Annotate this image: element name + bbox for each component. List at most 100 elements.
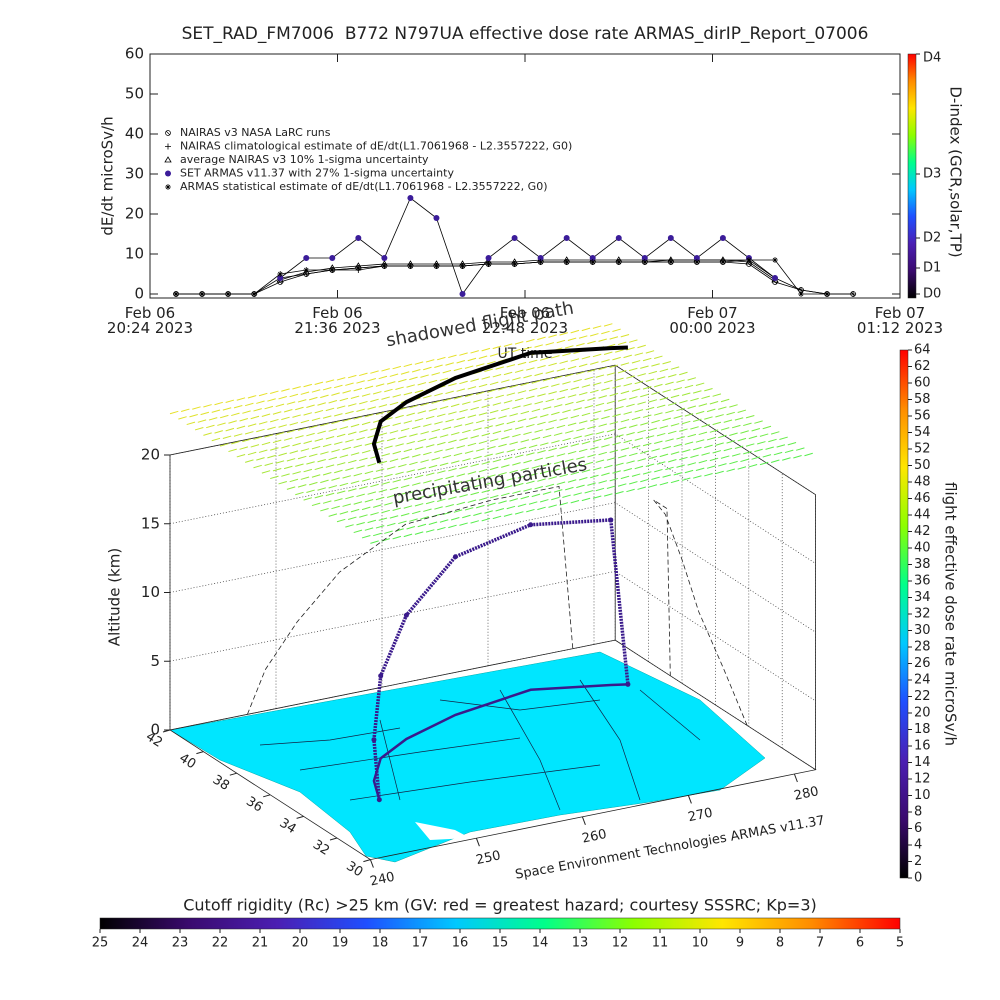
particle-dash [189,413,198,418]
particle-dash [475,448,485,452]
particle-dash [539,499,549,503]
particle-dash [601,387,610,391]
particle-dash [654,440,663,445]
colorbar-tick-label: 13 [572,936,589,951]
particle-dash [526,395,535,400]
particle-dash [361,421,371,426]
colorbar-tick-label: 22 [914,689,931,704]
particle-dash [514,454,524,458]
particle-dash [289,478,299,483]
particle-dash [556,339,566,344]
particle-dash [693,418,702,422]
particle-dash [475,363,485,367]
particle-dash [654,468,663,473]
particle-dash [679,456,688,461]
particle-dash [581,469,591,473]
point [165,184,171,190]
particle-dash [612,413,621,418]
particle-dash [320,451,329,455]
particle-dash [437,498,446,503]
particle-dash [272,439,282,444]
particle-dash [590,389,599,394]
particle-dash [437,441,446,446]
particle-dash [737,437,747,442]
particle-dash [648,484,658,488]
particle-dash [762,454,772,458]
particle-dash [718,463,727,467]
z-tick-label: 20 [141,446,160,464]
particle-dash [256,400,265,404]
particle-dash [645,435,655,439]
particle-dash [375,440,385,444]
particle-dash [679,400,688,404]
particle-dash [347,403,357,407]
particle-dash [592,353,602,358]
particle-dash [436,413,446,417]
particle-dash [615,377,624,382]
particle-dash [456,416,466,421]
point [537,259,544,265]
colorbar-tick-label: 10 [914,788,931,803]
particle-dash [448,439,457,444]
particle-dash [261,470,271,474]
particle-dash [576,456,585,460]
point [329,267,336,273]
particle-dash [470,520,480,524]
particle-dash [520,382,530,386]
particle-dash [311,502,321,507]
particle-dash [567,337,577,341]
particle-dash [331,420,340,425]
particle-dash [690,397,699,402]
particle-dash [462,401,471,405]
particle-dash [567,479,577,483]
particle-dash [603,436,613,440]
particle-dash [453,396,463,400]
particle-dash [256,428,265,433]
particle-dash [603,379,613,384]
particle-dash [509,469,518,474]
particle-dash [492,459,502,463]
particle-dash [628,339,638,343]
particle-dash [670,423,680,427]
particle-dash [411,510,421,515]
particle-dash [197,419,207,423]
point [173,291,180,297]
particle-dash [651,476,660,481]
particle-dash [328,428,338,432]
particle-dash [411,482,421,486]
y-axis-label: dE/dt microSv/h [99,116,117,235]
particle-dash [464,507,474,511]
point [537,255,544,261]
colorbar-tick-label: 10 [692,936,709,951]
particle-dash [581,327,591,332]
particle-dash [570,358,580,362]
particle-dash [606,428,616,433]
x-tick-label: 250 [475,848,502,868]
particle-dash [642,386,652,390]
particle-dash [612,356,621,361]
particle-dash [381,481,390,485]
colorbar-tick-label: 24 [132,936,149,951]
point [772,257,778,263]
particle-dash [615,349,624,353]
particle-dash [526,423,535,428]
particle-dash [437,470,446,474]
particle-dash [492,515,502,520]
particle-dash [289,393,299,398]
particle-dash [300,419,310,424]
particle-dash [512,405,521,409]
particle-dash [364,442,374,446]
particle-dash [740,458,749,463]
particle-dash [601,359,610,363]
point [459,263,466,269]
particle-dash [311,417,321,422]
y-tick [263,794,271,798]
particle-dash [779,436,788,440]
particle-dash [420,402,429,407]
particle-dash [278,452,287,457]
particle-dash [417,382,427,386]
particle-dash [662,360,671,365]
particle-dash [587,340,596,345]
particle-dash [662,446,671,450]
particle-dash [531,493,541,498]
